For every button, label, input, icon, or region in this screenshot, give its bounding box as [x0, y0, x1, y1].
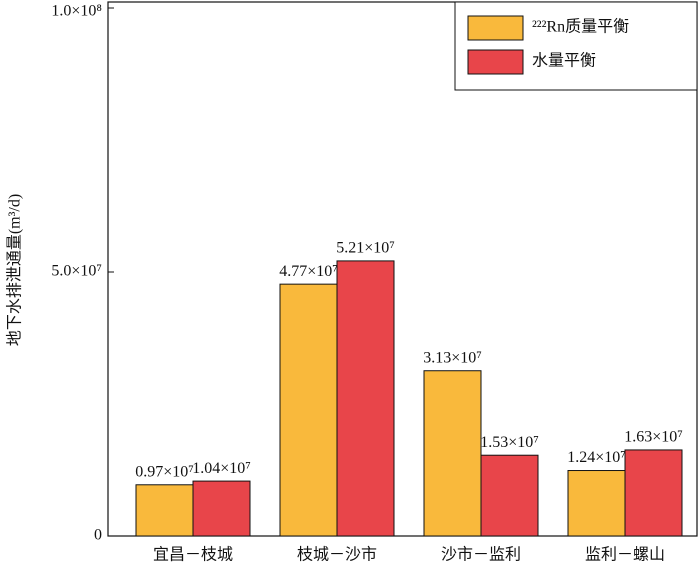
bar: [423, 370, 482, 537]
bar: [624, 449, 683, 537]
x-tick-label: 沙市－监利: [441, 546, 521, 564]
value-label: 1.53×10⁷: [480, 434, 539, 451]
x-tick-label: 宜昌－枝城: [153, 546, 233, 564]
bar: [279, 283, 338, 537]
value-label: 4.77×10⁷: [279, 263, 338, 280]
y-tick-label: 5.0×10⁷: [51, 263, 102, 280]
bar: [336, 260, 395, 537]
x-tick-label: 枝城－沙市: [297, 546, 377, 564]
bar: [192, 480, 251, 537]
value-label: 3.13×10⁷: [423, 349, 482, 366]
legend-label: ²²²Rn质量平衡: [532, 18, 629, 36]
value-label: 1.04×10⁷: [192, 460, 251, 477]
bar: [567, 470, 626, 537]
value-label: 1.63×10⁷: [624, 429, 683, 446]
y-tick-label: 0: [94, 527, 102, 544]
x-tick-label: 监利－螺山: [585, 546, 665, 564]
y-axis-label: 地下水排泄通量(m³/d): [6, 194, 24, 346]
legend-swatch: [467, 15, 524, 41]
value-label: 1.24×10⁷: [567, 449, 626, 466]
bar: [135, 484, 194, 537]
legend-box: [454, 1, 698, 91]
y-tick-label: 1.0×10⁸: [51, 3, 102, 20]
bar: [480, 454, 539, 537]
legend-label: 水量平衡: [532, 52, 596, 70]
value-label: 0.97×10⁷: [135, 463, 194, 480]
plot-frame: [107, 1, 698, 537]
value-label: 5.21×10⁷: [336, 240, 395, 257]
legend-swatch: [467, 49, 524, 75]
